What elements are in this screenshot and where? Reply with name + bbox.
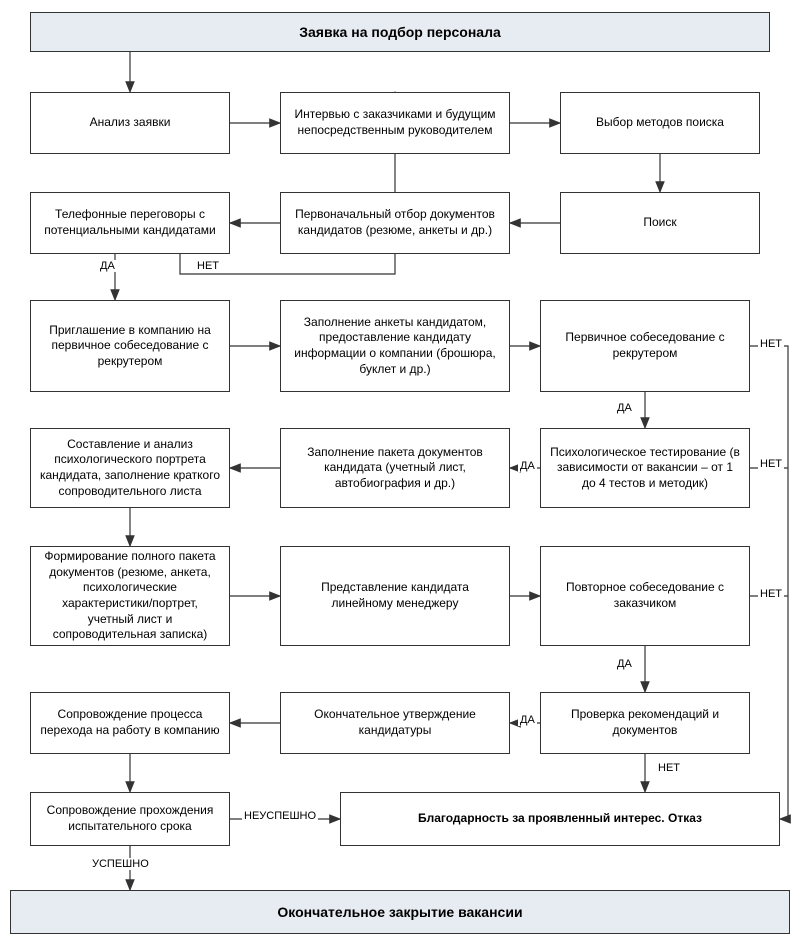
label-psych_no: НЕТ bbox=[758, 458, 784, 470]
node-psych: Психологическое тестирование (в зависимо… bbox=[540, 428, 750, 508]
label-phone_no: НЕТ bbox=[195, 260, 221, 272]
node-form_fill: Заполнение анкеты кандидатом, предоставл… bbox=[280, 300, 510, 392]
node-analysis: Анализ заявки bbox=[30, 92, 230, 154]
node-present: Представление кандидата линейному менедж… bbox=[280, 546, 510, 646]
label-first_no: НЕТ bbox=[758, 338, 784, 350]
node-interview_cust: Интервью с заказчиками и будущим непосре… bbox=[280, 92, 510, 154]
node-full_pack: Формирование полного пакета документов (… bbox=[30, 546, 230, 646]
node-phone: Телефонные переговоры с потенциальными к… bbox=[30, 192, 230, 254]
node-onboard: Сопровождение процесса перехода на работ… bbox=[30, 692, 230, 754]
node-header: Заявка на подбор персонала bbox=[30, 12, 770, 52]
edge-10 bbox=[750, 346, 788, 819]
node-thanks: Благодарность за проявленный интерес. От… bbox=[340, 792, 780, 846]
node-portrait: Составление и анализ психологического по… bbox=[30, 428, 230, 508]
node-trial: Сопровождение прохождения испытательного… bbox=[30, 792, 230, 846]
label-check_no: НЕТ bbox=[656, 762, 682, 774]
node-check: Проверка рекомендаций и документов bbox=[540, 692, 750, 754]
label-psych_yes: ДА bbox=[518, 460, 537, 472]
node-search: Поиск bbox=[560, 192, 760, 254]
node-first_int: Первичное собеседование с рекрутером bbox=[540, 300, 750, 392]
node-closing: Окончательное закрытие вакансии bbox=[10, 890, 790, 934]
label-repeat_no: НЕТ bbox=[758, 588, 784, 600]
node-methods: Выбор методов поиска bbox=[560, 92, 760, 154]
label-trial_fail: НЕУСПЕШНО bbox=[242, 810, 318, 822]
node-pack_docs: Заполнение пакета документов кандидата (… bbox=[280, 428, 510, 508]
label-check_yes: ДА bbox=[518, 714, 537, 726]
node-final_appr: Окончательное утверждение кандидатуры bbox=[280, 692, 510, 754]
flowchart-canvas: Заявка на подбор персонала Анализ заявки И… bbox=[0, 0, 800, 944]
node-repeat_int: Повторное собеседование с заказчиком bbox=[540, 546, 750, 646]
label-phone_yes: ДА bbox=[98, 260, 117, 272]
node-initial_docs: Первоначальный отбор документов кандидат… bbox=[280, 192, 510, 254]
node-invite: Приглашение в компанию на первичное собе… bbox=[30, 300, 230, 392]
label-trial_ok: УСПЕШНО bbox=[90, 858, 151, 870]
label-repeat_yes: ДА bbox=[615, 658, 634, 670]
label-first_yes: ДА bbox=[615, 402, 634, 414]
